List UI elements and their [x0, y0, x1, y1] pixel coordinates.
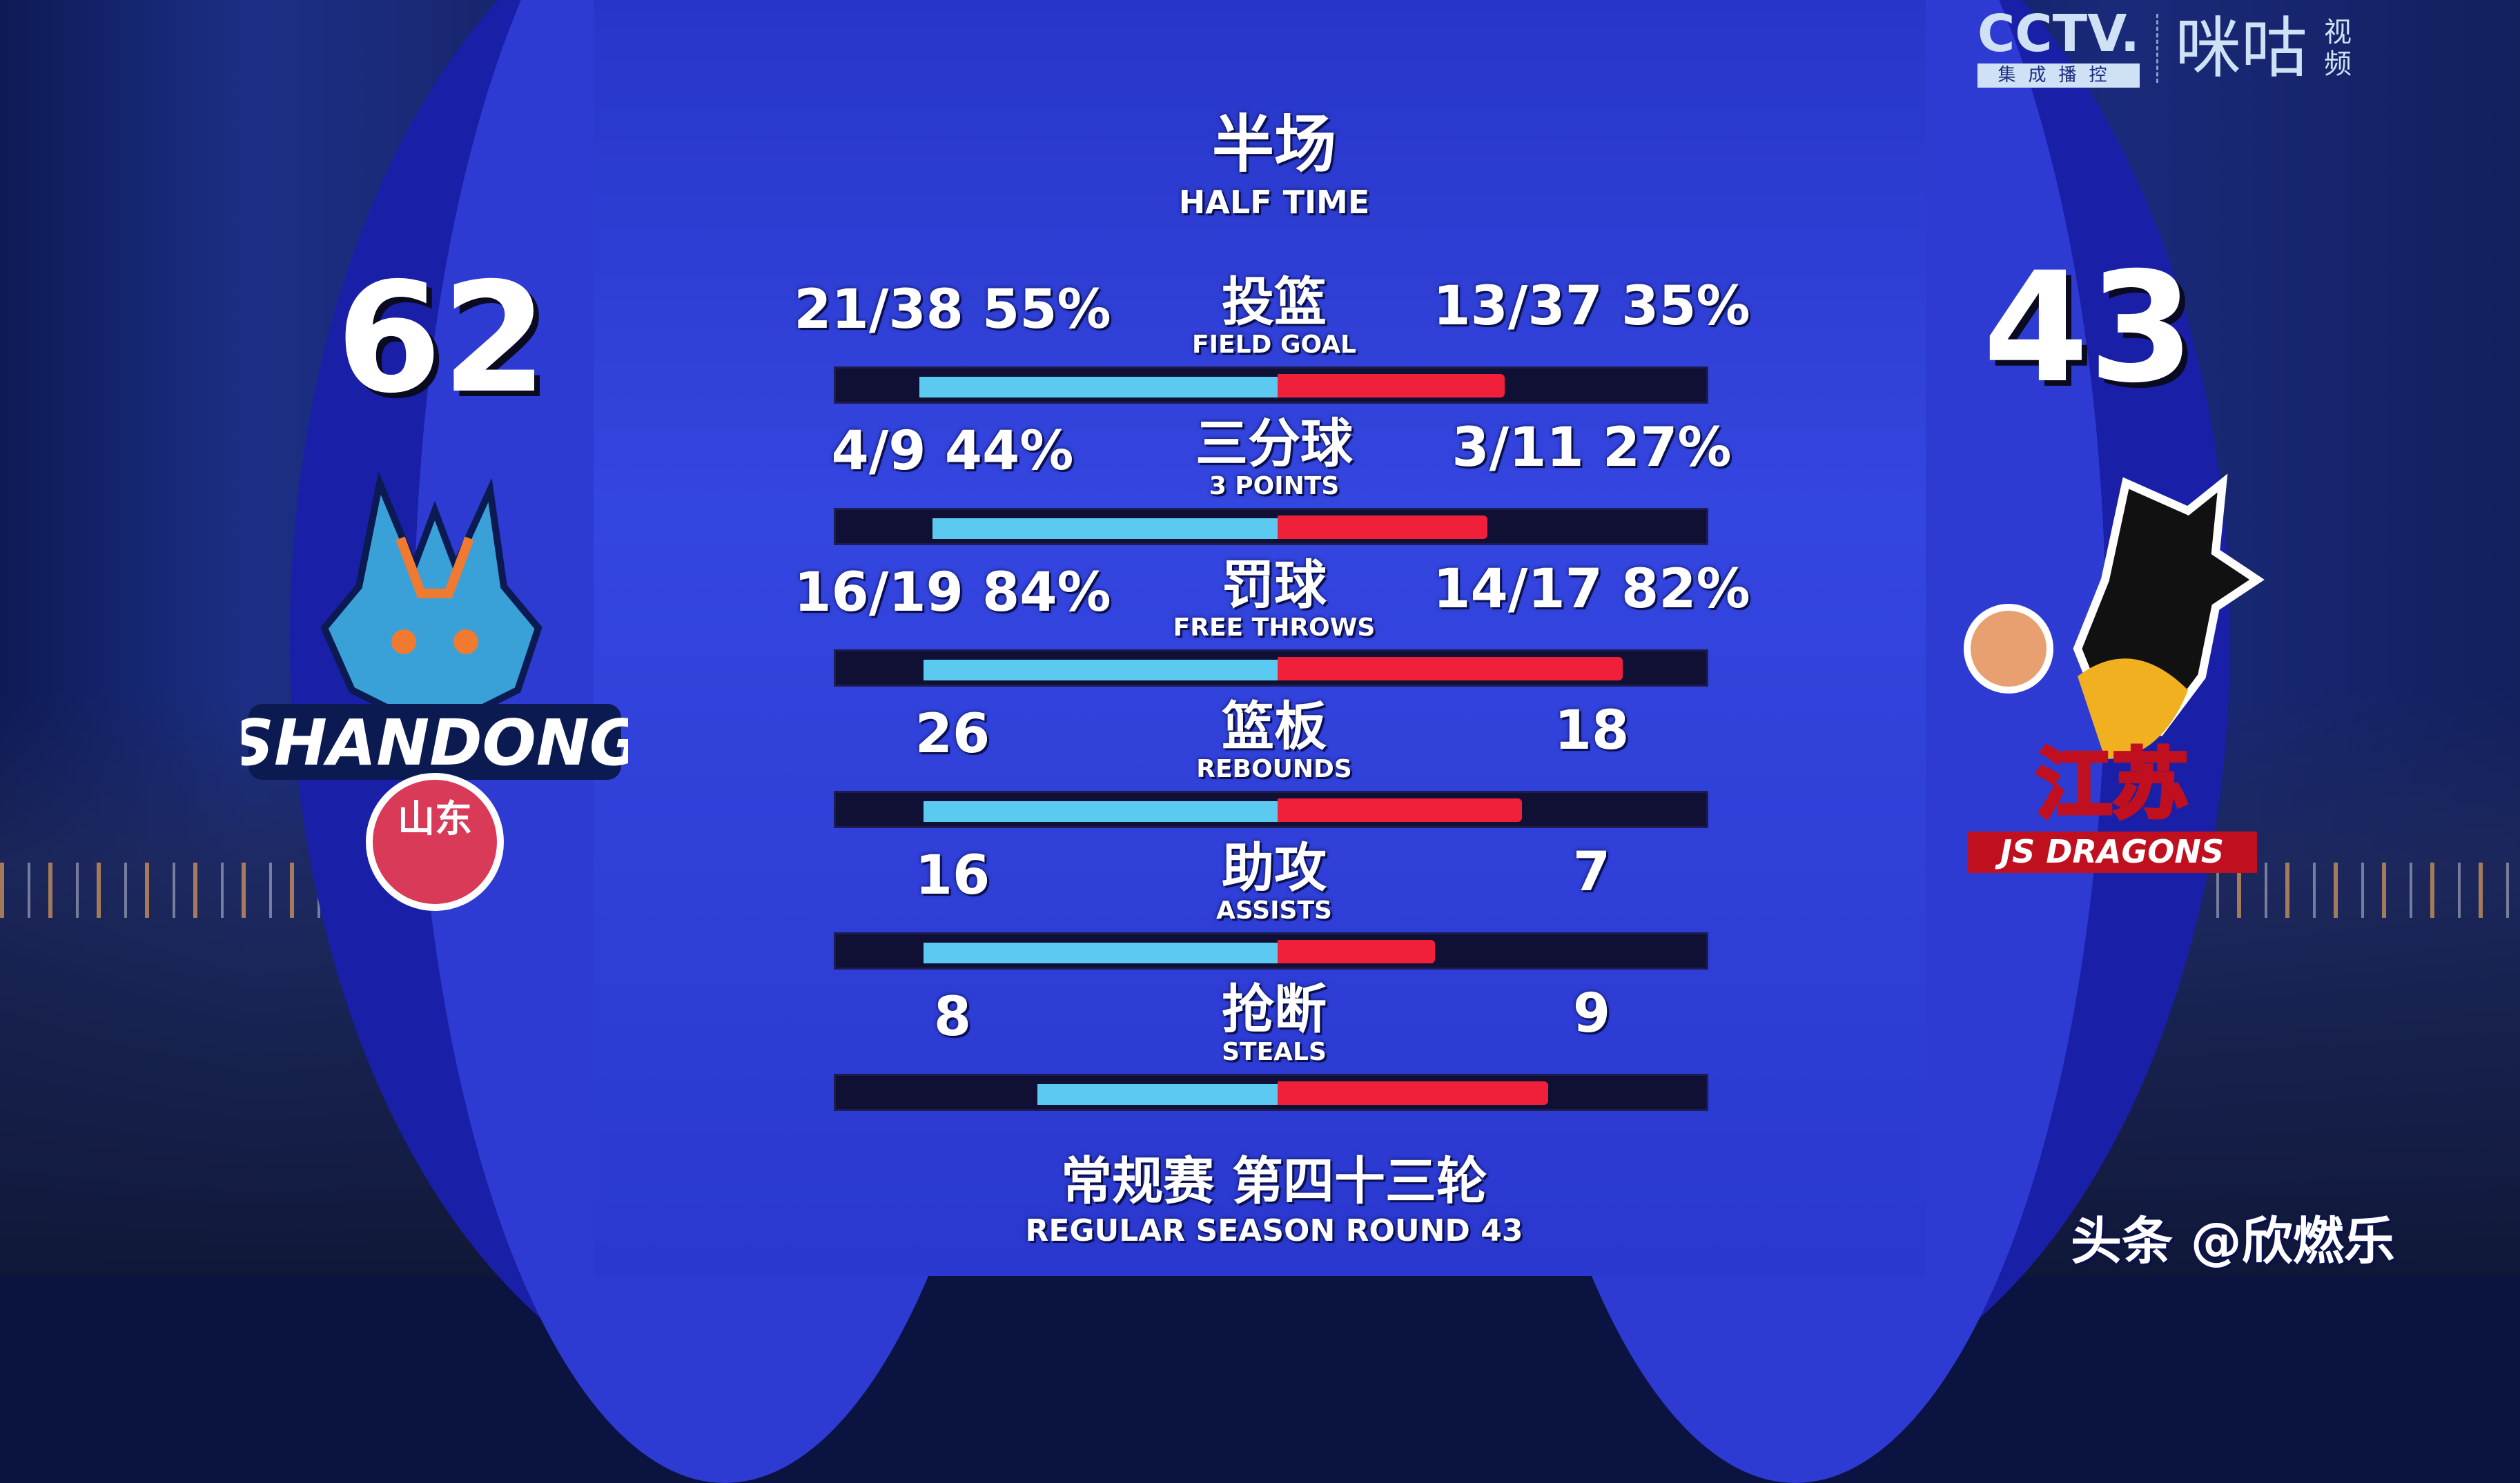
stat-label-cn: 篮板: [1222, 696, 1327, 757]
stat-label-cn: 助攻: [1222, 837, 1327, 898]
stat-comparison-bar: [834, 932, 1708, 970]
migu-logo-text: 咪咕: [2174, 9, 2307, 87]
away-stat-value: 13/37 35%: [1433, 275, 1750, 337]
stat-label-en: STEALS: [1222, 1038, 1327, 1066]
cctv-logo-text: CCTV.: [1977, 4, 2140, 63]
center-panel: [594, 0, 1926, 1276]
stat-label-en: FIELD GOAL: [1192, 331, 1356, 359]
broadcaster-logo: CCTV. 集成播控 咪咕 视频: [1977, 8, 2354, 88]
cctv-sub-text: 集成播控: [1977, 63, 2140, 88]
stat-label-cn: 三分球: [1195, 413, 1353, 474]
away-stat-value: 3/11 27%: [1452, 417, 1732, 479]
away-score: 43: [1982, 239, 2195, 416]
stat-comparison-bar: [834, 366, 1708, 404]
svg-text:江苏: 江苏: [2036, 740, 2188, 829]
home-bar-fill: [1037, 1084, 1278, 1105]
home-bar-fill: [924, 801, 1278, 822]
stat-label-cn: 抢断: [1222, 979, 1327, 1040]
stat-comparison-bar: [834, 649, 1708, 687]
away-stat-value: 18: [1554, 700, 1630, 762]
stat-label-cn: 投篮: [1222, 271, 1327, 333]
away-bar-fill: [1278, 798, 1523, 822]
home-bar-fill: [932, 518, 1278, 539]
stat-label-en: FREE THROWS: [1173, 613, 1376, 642]
home-score: 62: [335, 250, 548, 426]
home-bar-fill: [924, 943, 1278, 963]
home-stat-value: 16: [915, 845, 990, 907]
footer-round-en: REGULAR SEASON ROUND 43: [1025, 1213, 1523, 1248]
home-stat-value: 26: [915, 703, 990, 765]
away-bar-fill: [1278, 940, 1435, 963]
title-en: HALF TIME: [1178, 184, 1370, 221]
away-stat-value: 9: [1572, 983, 1611, 1045]
home-bar-fill: [924, 660, 1278, 680]
migu-sub-text: 视频: [2323, 16, 2352, 80]
home-stat-value: 8: [933, 986, 972, 1048]
jiangsu-logo: 江苏 JS DRAGONS: [1898, 469, 2326, 886]
away-bar-fill: [1278, 657, 1623, 680]
shandong-logo: SHANDONG 山东: [228, 469, 641, 914]
stat-label-en: 3 POINTS: [1209, 472, 1340, 500]
away-stat-value: 14/17 82%: [1433, 558, 1750, 620]
away-bar-fill: [1278, 374, 1505, 397]
title-cn: 半场: [1212, 108, 1336, 181]
svg-text:JS DRAGONS: JS DRAGONS: [1995, 833, 2224, 870]
stat-comparison-bar: [834, 1074, 1708, 1111]
home-stat-value: 21/38 55%: [794, 279, 1111, 341]
stat-comparison-bar: [834, 791, 1708, 828]
home-stat-value: 4/9 44%: [831, 420, 1074, 482]
home-stat-value: 16/19 84%: [794, 562, 1111, 624]
footer-round-cn: 常规赛 第四十三轮: [1061, 1152, 1487, 1211]
home-bar-fill: [919, 377, 1278, 397]
away-stat-value: 7: [1572, 841, 1611, 903]
stat-comparison-bar: [834, 508, 1708, 545]
svg-text:山东: 山东: [398, 797, 472, 841]
away-bar-fill: [1278, 1081, 1549, 1105]
stat-label-en: REBOUNDS: [1196, 755, 1352, 783]
divider: [2156, 13, 2158, 83]
svg-text:SHANDONG: SHANDONG: [242, 706, 628, 780]
watermark: 头条 @欣燃乐: [2071, 1212, 2395, 1271]
stat-label-en: ASSISTS: [1216, 896, 1332, 925]
away-bar-fill: [1278, 515, 1487, 539]
stat-label-cn: 罚球: [1222, 554, 1327, 616]
